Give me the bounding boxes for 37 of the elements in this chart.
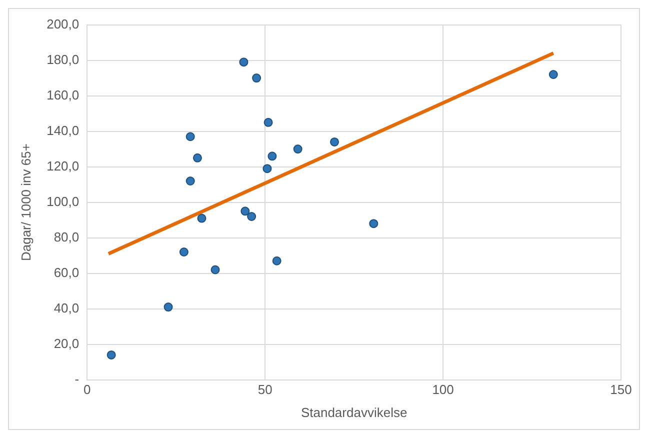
- point: [192, 153, 202, 162]
- x-tick-label: 100: [432, 382, 454, 398]
- point: [239, 58, 248, 67]
- point: [186, 176, 195, 186]
- y-tick-label: 20,0: [54, 336, 80, 351]
- y-tick-label: 80,0: [54, 229, 80, 244]
- y-tick-label: 180,0: [46, 52, 80, 67]
- y-tick-label: 100,0: [46, 194, 80, 209]
- point: [210, 265, 220, 274]
- point: [164, 302, 173, 312]
- point: [179, 248, 188, 256]
- point: [369, 219, 378, 228]
- y-tick-label: 200,0: [46, 16, 80, 32]
- y-tick-label: 40,0: [54, 300, 80, 316]
- point: [272, 256, 282, 266]
- point: [264, 118, 273, 127]
- y-tick-label: 60,0: [54, 264, 80, 280]
- x-tick-label: 0: [84, 382, 91, 398]
- point: [330, 137, 339, 146]
- point: [240, 206, 250, 216]
- point: [293, 144, 302, 154]
- point: [197, 214, 206, 223]
- y-axis-title: Dagar/ 1000 inv 65+: [18, 144, 34, 262]
- point: [247, 212, 256, 221]
- point: [268, 152, 277, 161]
- x-axis-title: Standardavvikelse: [300, 404, 408, 420]
- y-tick-label: 160,0: [46, 87, 80, 102]
- y-tick-label: 140,0: [46, 122, 80, 138]
- y-tick-label: 120,0: [46, 158, 80, 174]
- point: [548, 70, 558, 79]
- point: [106, 350, 116, 360]
- point: [262, 164, 272, 174]
- point: [186, 132, 195, 142]
- x-tick-label: 50: [258, 382, 272, 398]
- point: [252, 74, 262, 83]
- x-tick-label: 150: [610, 382, 632, 398]
- y-tick-label: -: [74, 371, 80, 386]
